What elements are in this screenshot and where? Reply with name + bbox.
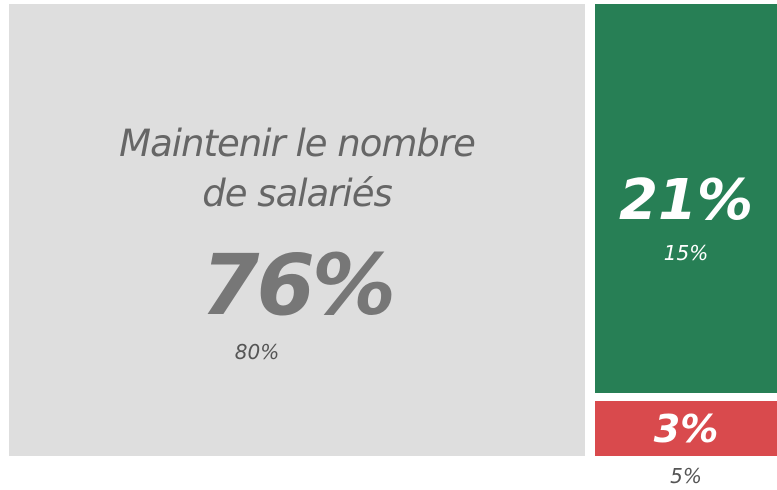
value-label: 76%: [201, 236, 396, 334]
tile: [595, 400, 777, 456]
tile: [595, 4, 777, 393]
previous-label: 15%: [663, 241, 709, 265]
category-label: Maintenir le nombre de salariés: [119, 122, 476, 215]
value-label: 21%: [619, 168, 754, 233]
value-label: 3%: [653, 406, 719, 451]
tile: [9, 4, 586, 456]
previous-label: 80%: [234, 340, 280, 364]
previous-label: 5%: [670, 464, 702, 488]
